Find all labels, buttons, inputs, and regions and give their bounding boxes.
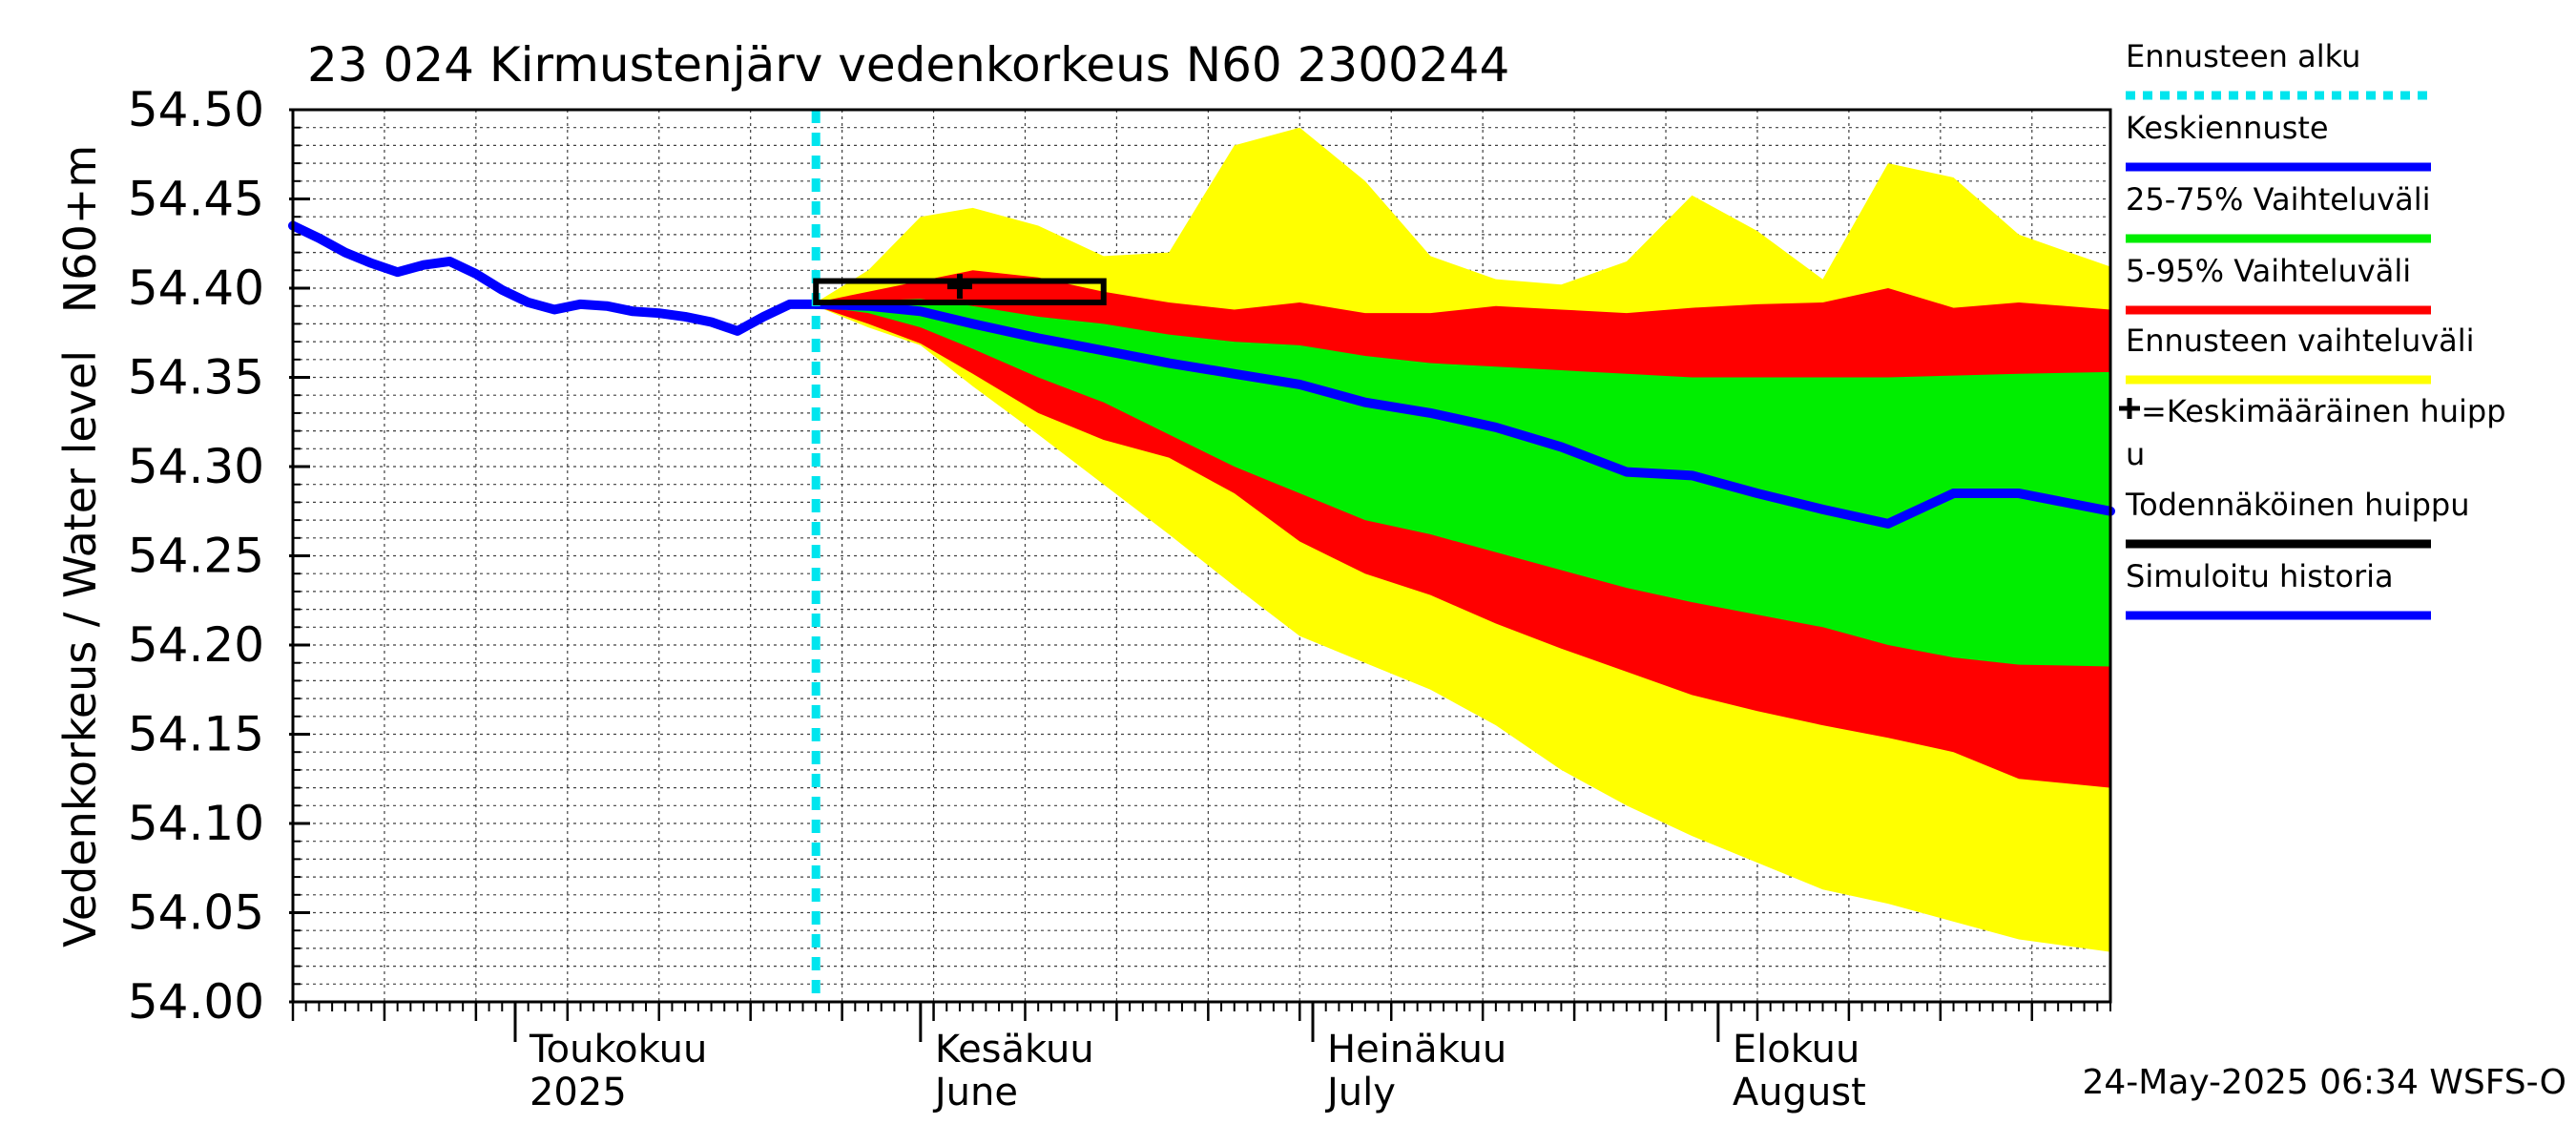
y-tick-label: 54.00 [128, 974, 264, 1030]
x-month-label-fi: Elokuu [1733, 1028, 1860, 1072]
median-forecast-line [811, 299, 2115, 529]
x-month-label-fi: Toukokuu [529, 1028, 707, 1072]
legend-cross-icon [2119, 398, 2140, 419]
legend-label: 5-95% Vaihteluväli [2126, 253, 2411, 289]
x-month-label-fi: Heinäkuu [1327, 1028, 1506, 1072]
y-tick-label: 54.30 [128, 439, 264, 494]
legend-label: 25-75% Vaihteluväli [2126, 181, 2430, 218]
legend-label: Ennusteen vaihteluväli [2126, 323, 2475, 359]
y-tick-label: 54.35 [128, 350, 264, 406]
timestamp-footer: 24-May-2025 06:34 WSFS-O [2082, 1063, 2566, 1102]
chart-title: 23 024 Kirmustenjärv vedenkorkeus N60 23… [307, 37, 1509, 93]
simulated-history-line [288, 220, 821, 336]
legend-label: Simuloitu historia [2126, 558, 2394, 594]
x-month-label-en: June [932, 1071, 1018, 1114]
y-axis-label: Vedenkorkeus / Water level [54, 350, 106, 947]
legend-label: =Keskimääräinen huipp [2141, 393, 2506, 429]
legend-label: Ennusteen alku [2126, 38, 2360, 74]
x-month-label-fi: Kesäkuu [935, 1028, 1094, 1072]
legend: Ennusteen alku Keskiennuste 25-75% Vaihtel… [2119, 38, 2506, 620]
y-tick-label: 54.40 [128, 260, 264, 316]
y-tick-label: 54.10 [128, 796, 264, 851]
y-tick-label: 54.25 [128, 529, 264, 584]
p25-75-band [816, 299, 2110, 667]
x-month-label-en: August [1733, 1071, 1866, 1114]
y-tick-label: 54.50 [128, 82, 264, 137]
x-month-label-en: 2025 [530, 1071, 627, 1114]
legend-label: Todennäköinen huippu [2125, 487, 2470, 523]
legend-label: Keskiennuste [2126, 110, 2329, 146]
mean-peak-marker [946, 274, 972, 300]
legend-label-wrap: u [2126, 436, 2145, 472]
y-tick-label: 54.20 [128, 617, 264, 673]
x-month-label-en: July [1324, 1071, 1396, 1114]
y-axis-unit-label: N60+m [54, 145, 106, 313]
y-tick-label: 54.05 [128, 885, 264, 941]
y-tick-label: 54.45 [128, 172, 264, 227]
y-tick-label: 54.15 [128, 707, 264, 762]
